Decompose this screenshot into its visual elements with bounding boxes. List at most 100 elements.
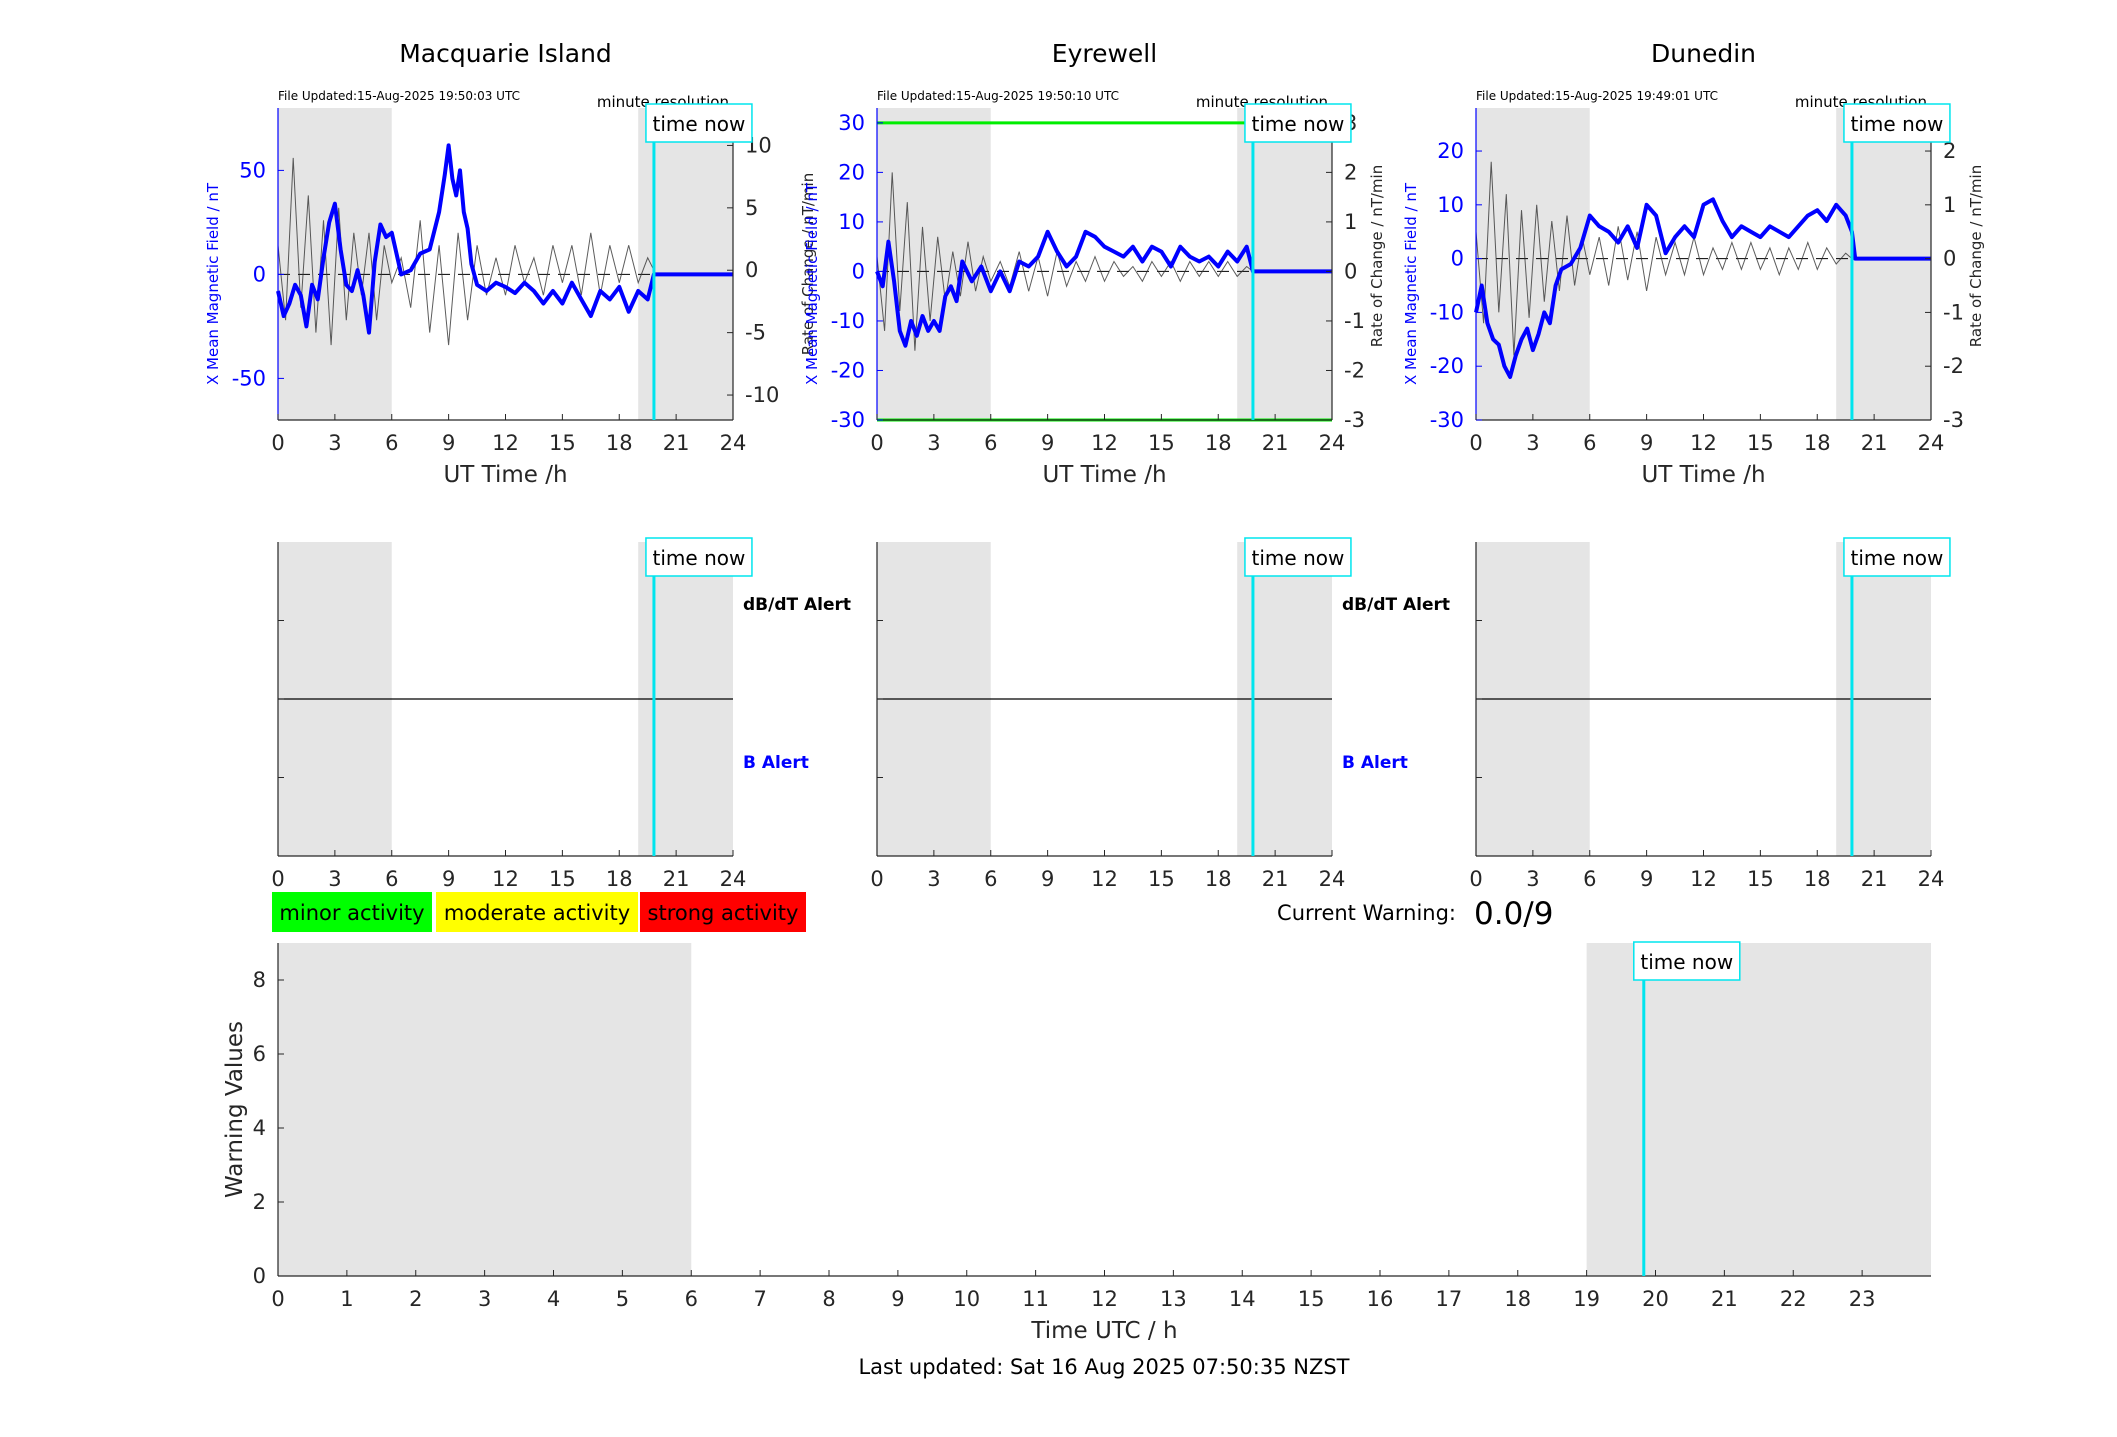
x-tick-label: 21 bbox=[663, 867, 690, 891]
left-axis-label: X Mean Magnetic Field / nT bbox=[803, 182, 821, 385]
night-shade bbox=[877, 108, 991, 420]
x-tick-label: 24 bbox=[1319, 431, 1346, 455]
x-tick-label: 1 bbox=[340, 1287, 353, 1311]
b-alert-label: B Alert bbox=[1342, 753, 1408, 773]
time-now-callout-box bbox=[645, 103, 753, 143]
x-tick-label: 18 bbox=[1804, 867, 1831, 891]
x-tick-label: 0 bbox=[1469, 867, 1482, 891]
x-tick-label: 18 bbox=[1504, 1287, 1531, 1311]
legend-label: strong activity bbox=[648, 901, 799, 925]
x-tick-label: 18 bbox=[1205, 431, 1232, 455]
x-tick-label: 21 bbox=[1861, 867, 1888, 891]
x-tick-label: 12 bbox=[1091, 867, 1118, 891]
x-tick-label: 9 bbox=[442, 867, 455, 891]
x-tick-label: 12 bbox=[1690, 867, 1717, 891]
file-updated-text: File Updated:15-Aug-2025 19:50:10 UTC bbox=[877, 89, 1119, 103]
x-axis-label: UT Time /h bbox=[1042, 462, 1166, 488]
y-axis-label: Warning Values bbox=[222, 1021, 248, 1198]
x-tick-label: 0 bbox=[1469, 431, 1482, 455]
left-tick-label: 20 bbox=[838, 160, 865, 184]
legend-swatch bbox=[436, 892, 638, 932]
x-tick-label: 18 bbox=[606, 867, 633, 891]
x-tick-label: 22 bbox=[1780, 1287, 1807, 1311]
x-tick-label: 15 bbox=[549, 867, 576, 891]
time-now-callout-box bbox=[1633, 941, 1741, 981]
x-tick-label: 12 bbox=[492, 431, 519, 455]
rate-of-change-series bbox=[876, 172, 1254, 351]
x-tick-label: 9 bbox=[442, 431, 455, 455]
y-tick-label: 6 bbox=[253, 1042, 266, 1066]
left-tick-label: -30 bbox=[831, 408, 865, 432]
dbdt-alert-label: dB/dT Alert bbox=[1342, 595, 1450, 615]
right-tick-label: -10 bbox=[745, 383, 779, 407]
x-tick-label: 9 bbox=[1041, 867, 1054, 891]
night-shade bbox=[638, 108, 733, 420]
right-tick-label: -1 bbox=[1344, 309, 1365, 333]
left-tick-label: 0 bbox=[1451, 247, 1464, 271]
x-tick-label: 6 bbox=[685, 1287, 698, 1311]
alert-panel-1: 0 3 6 9 12 15 18 21 24 time now dB/dT Alert B Alert bbox=[870, 537, 1450, 891]
y-tick-label: 2 bbox=[253, 1190, 266, 1214]
x-tick-label: 3 bbox=[478, 1287, 491, 1311]
x-tick-label: 3 bbox=[1526, 431, 1539, 455]
x-tick-label: 15 bbox=[549, 431, 576, 455]
x-tick-label: 24 bbox=[1918, 431, 1945, 455]
mean-field-series bbox=[1474, 197, 1931, 379]
x-axis-label: UT Time /h bbox=[1641, 462, 1765, 488]
night-shade bbox=[278, 943, 692, 1276]
right-tick-label: -2 bbox=[1344, 358, 1365, 382]
rate-of-change-series bbox=[277, 157, 655, 346]
x-tick-label: 18 bbox=[1804, 431, 1831, 455]
file-updated-text: File Updated:15-Aug-2025 19:50:03 UTC bbox=[278, 89, 520, 103]
x-tick-label: 8 bbox=[822, 1287, 835, 1311]
x-tick-label: 24 bbox=[1319, 867, 1346, 891]
left-tick-label: 0 bbox=[253, 262, 266, 286]
x-tick-label: 3 bbox=[927, 867, 940, 891]
left-tick-label: 20 bbox=[1437, 139, 1464, 163]
night-shade bbox=[1586, 943, 1931, 1276]
last-updated-footer: Last updated: Sat 16 Aug 2025 07:50:35 N… bbox=[858, 1355, 1349, 1379]
right-tick-label: -3 bbox=[1943, 408, 1964, 432]
right-tick-label: 2 bbox=[1943, 139, 1956, 163]
right-tick-label: -3 bbox=[1344, 408, 1365, 432]
dbdt-alert-label: dB/dT Alert bbox=[743, 595, 851, 615]
activity-legend: minor activity moderate activity strong ac… bbox=[272, 892, 806, 932]
x-tick-label: 21 bbox=[1262, 867, 1289, 891]
left-tick-label: 50 bbox=[239, 158, 266, 182]
x-tick-label: 14 bbox=[1229, 1287, 1256, 1311]
x-tick-label: 2 bbox=[409, 1287, 422, 1311]
x-tick-label: 16 bbox=[1367, 1287, 1394, 1311]
y-tick-label: 0 bbox=[253, 1264, 266, 1288]
y-tick-label: 8 bbox=[253, 968, 266, 992]
x-tick-label: 15 bbox=[1747, 431, 1774, 455]
x-tick-label: 0 bbox=[870, 431, 883, 455]
night-shade bbox=[1836, 108, 1931, 420]
x-tick-label: 21 bbox=[663, 431, 690, 455]
x-axis-label: UT Time /h bbox=[443, 462, 567, 488]
right-tick-label: 0 bbox=[1344, 259, 1357, 283]
left-tick-label: -10 bbox=[831, 309, 865, 333]
x-tick-label: 6 bbox=[1583, 431, 1596, 455]
right-tick-label: -2 bbox=[1943, 354, 1964, 378]
time-now-callout-box bbox=[1843, 103, 1951, 143]
legend-swatch bbox=[640, 892, 806, 932]
x-tick-label: 0 bbox=[271, 431, 284, 455]
time-now-callout-box bbox=[1843, 537, 1951, 577]
x-tick-label: 0 bbox=[271, 1287, 284, 1311]
right-axis-label: Rate of Change / nT/min bbox=[799, 173, 817, 355]
legend-label: minor activity bbox=[279, 901, 424, 925]
x-tick-label: 7 bbox=[753, 1287, 766, 1311]
legend-label: moderate activity bbox=[444, 901, 630, 925]
right-tick-label: -5 bbox=[745, 321, 766, 345]
x-tick-label: 3 bbox=[328, 431, 341, 455]
time-now-callout-label: time now bbox=[1252, 546, 1345, 570]
x-tick-label: 3 bbox=[1526, 867, 1539, 891]
station-title: Eyrewell bbox=[1052, 39, 1157, 68]
x-tick-label: 9 bbox=[1640, 431, 1653, 455]
x-tick-label: 18 bbox=[1205, 867, 1232, 891]
left-tick-label: -10 bbox=[1430, 300, 1464, 324]
x-tick-label: 4 bbox=[547, 1287, 560, 1311]
